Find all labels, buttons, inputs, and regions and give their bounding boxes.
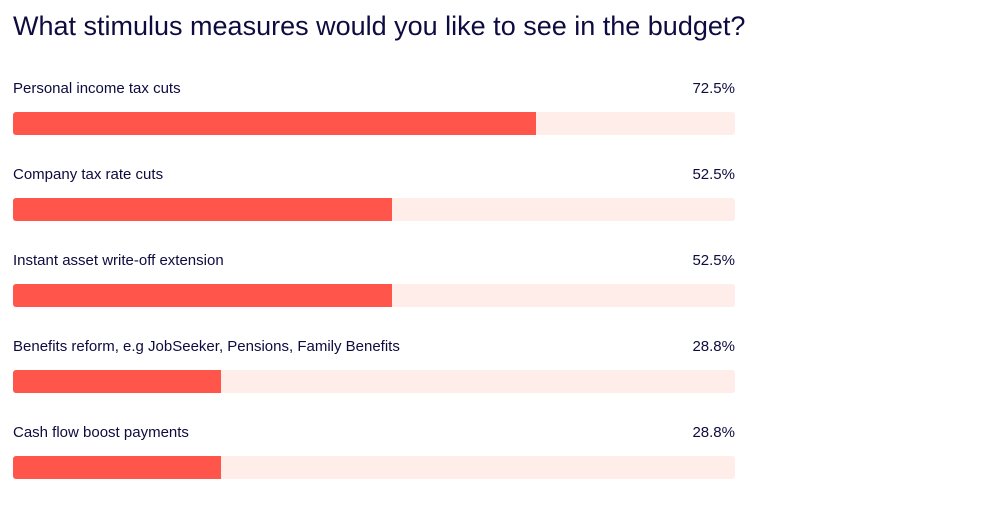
bar [13,112,537,135]
category-label: Company tax rate cuts [13,166,164,183]
bar-row: Benefits reform, e.g JobSeeker, Pensions… [13,335,735,421]
value-label: 72.5% [692,80,735,97]
value-label: 52.5% [692,166,735,183]
bar-chart: Personal income tax cuts 72.5% Company tax… [13,77,735,507]
bar-track [13,112,735,135]
category-label: Personal income tax cuts [13,80,181,97]
bar-track [13,198,735,221]
bar [13,370,221,393]
bar [13,284,393,307]
value-label: 28.8% [692,424,735,441]
bar-row: Personal income tax cuts 72.5% [13,77,735,163]
category-label: Instant asset write-off extension [13,252,224,269]
bar-track [13,456,735,479]
category-label: Cash flow boost payments [13,424,189,441]
category-label: Benefits reform, e.g JobSeeker, Pensions… [13,338,400,355]
bar-track [13,370,735,393]
bar-row: Instant asset write-off extension 52.5% [13,249,735,335]
value-label: 52.5% [692,252,735,269]
value-label: 28.8% [692,338,735,355]
bar-row: Company tax rate cuts 52.5% [13,163,735,249]
bar-row: Cash flow boost payments 28.8% [13,421,735,507]
bar-track [13,284,735,307]
bar [13,456,221,479]
bar [13,198,393,221]
chart-title: What stimulus measures would you like to… [13,11,746,41]
